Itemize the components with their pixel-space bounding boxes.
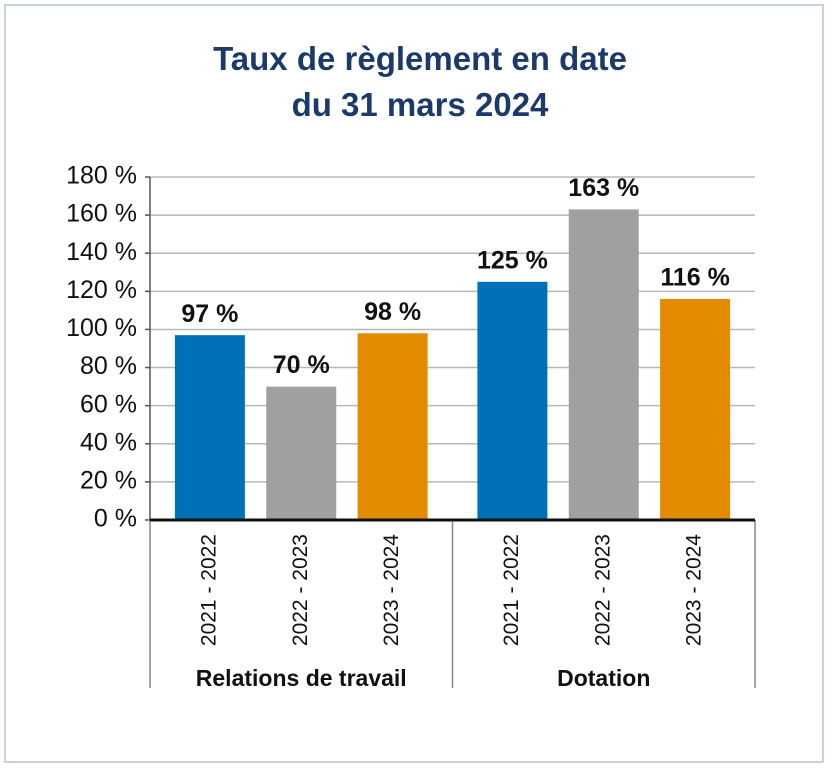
- frame: [4, 4, 824, 763]
- y-tick-label: 40 %: [80, 428, 137, 456]
- y-tick-label: 60 %: [80, 390, 137, 418]
- chart-title: Taux de règlement en date du 31 mars 202…: [213, 40, 627, 123]
- bar: [568, 209, 639, 520]
- x-tick-label: 2022 - 2023: [289, 534, 312, 646]
- bar: [477, 281, 548, 520]
- bar: [660, 298, 731, 520]
- x-tick-label: 2021 - 2022: [500, 534, 523, 646]
- bar: [357, 333, 428, 520]
- bar: [266, 386, 337, 520]
- value-label: 125 %: [477, 246, 548, 274]
- x-tick-label: 2021 - 2022: [197, 534, 220, 646]
- x-group-label: Dotation: [557, 665, 650, 691]
- value-label: 70 %: [273, 351, 330, 379]
- value-label: 116 %: [660, 264, 730, 292]
- x-group-label: Relations de travail: [196, 665, 407, 691]
- value-label: 97 %: [181, 300, 238, 328]
- y-tick-label: 120 %: [66, 276, 137, 304]
- y-tick-label: 140 %: [66, 238, 137, 266]
- value-label: 163 %: [568, 174, 639, 202]
- value-label: 98 %: [364, 298, 421, 326]
- x-tick-label: 2023 - 2024: [380, 534, 403, 646]
- y-tick-label: 20 %: [80, 466, 137, 494]
- y-tick-label: 80 %: [80, 352, 137, 380]
- x-tick-label: 2022 - 2023: [591, 534, 614, 646]
- y-tick-label: 100 %: [66, 314, 137, 342]
- y-tick-label: 160 %: [66, 200, 137, 228]
- y-tick-label: 180 %: [66, 162, 137, 190]
- y-tick-label: 0 %: [94, 505, 137, 533]
- bar: [174, 335, 245, 520]
- x-tick-label: 2023 - 2024: [683, 534, 706, 646]
